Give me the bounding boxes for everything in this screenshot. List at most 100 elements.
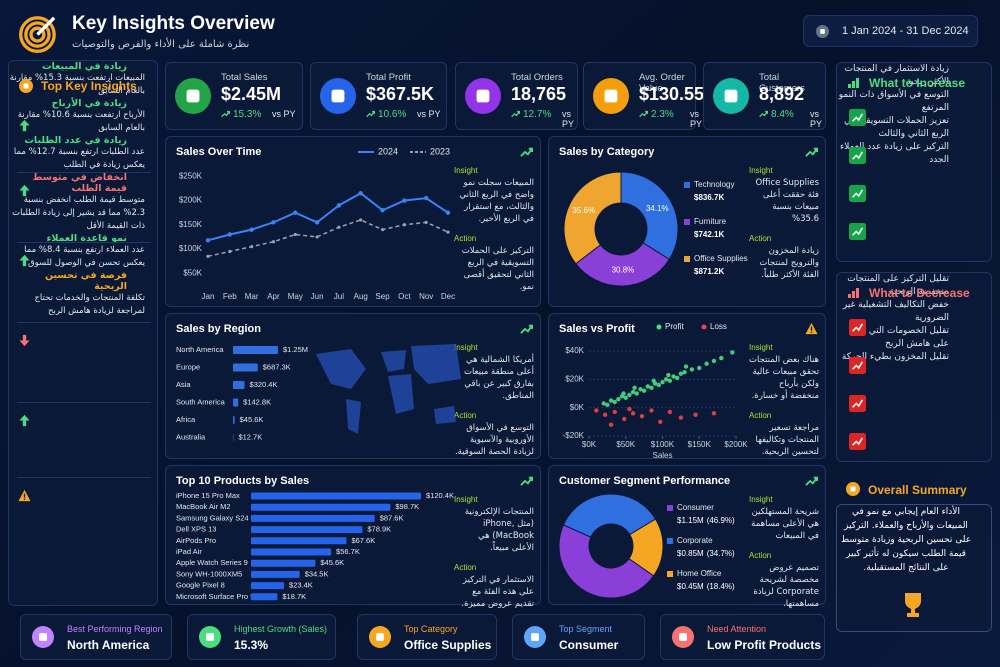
icon-shape bbox=[911, 607, 915, 613]
bar bbox=[233, 398, 239, 407]
legend-amount-value: $836.7K bbox=[694, 193, 724, 202]
recommendation: التركيز على زيادة عدد العملاء الجدد bbox=[840, 142, 949, 165]
insight-text: أمريكا الشمالية هي أعلى منطقة مبيعات بفا… bbox=[463, 355, 534, 401]
graphic bbox=[320, 78, 356, 114]
date-range: 1 Jan 2024 - 31 Dec 2024 bbox=[842, 25, 969, 37]
bar-category: Australia bbox=[176, 432, 206, 441]
insight-title: زيادة في المبيعات bbox=[42, 61, 127, 72]
recommendation: التوسع في الأسواق ذات النمو المرتفع bbox=[838, 90, 949, 113]
scatter-point bbox=[616, 396, 621, 402]
graphic: North America $1.25M Europe $687.3K Asia $320… bbox=[176, 344, 461, 442]
icon-shape bbox=[849, 319, 866, 336]
legend-swatch bbox=[667, 538, 673, 544]
bar-category: Google Pixel 8 bbox=[176, 581, 225, 590]
highlight-label: Need Attention bbox=[707, 624, 767, 634]
x-tick-label: $200K bbox=[724, 440, 748, 449]
chart-title: Customer Segment Performance bbox=[559, 475, 731, 487]
graphic bbox=[805, 322, 818, 335]
bar-value-label: $12.7K bbox=[238, 432, 262, 441]
recommendation: تقليل التركيز على المنتجات منخفضة الربحي… bbox=[847, 274, 949, 297]
insight-text: المنتجات الإلكترونية (مثل iPhone, MacBoo… bbox=[464, 507, 534, 553]
icon-shape bbox=[849, 223, 866, 240]
legend-swatch bbox=[684, 182, 690, 188]
icon-shape bbox=[36, 16, 56, 36]
chart-panel: Sales vs Profit Insight هناك بعض المنتجات … bbox=[548, 313, 826, 460]
x-tick-label: Nov bbox=[419, 292, 433, 301]
insight-block: Insight شريحة المستهلكين هي الأعلى مساهمة… bbox=[749, 494, 819, 610]
legend-amount-value: $871.2K bbox=[694, 267, 724, 276]
kpi-value: 8,892 bbox=[759, 84, 805, 104]
bar-value-label: $18.7K bbox=[282, 592, 306, 601]
graphic bbox=[524, 626, 546, 648]
graphic: $50K $100K $150K $200K $250K Jan Feb Mar Apr May J… bbox=[179, 146, 455, 301]
pie-slice bbox=[558, 524, 655, 599]
scatter-point bbox=[704, 361, 709, 366]
bar-category: Europe bbox=[176, 362, 200, 371]
separator bbox=[17, 242, 151, 243]
bar bbox=[251, 593, 278, 601]
scatter-point bbox=[667, 378, 673, 383]
line-point bbox=[293, 232, 297, 237]
legend-share: (34.7%) bbox=[707, 549, 735, 558]
graphic bbox=[849, 109, 866, 126]
graphic: -$20K$0K$20K$40K$0K $50K $100K $150K $200KSa… bbox=[563, 322, 749, 460]
line-point bbox=[337, 225, 341, 229]
recommendation: تعزيز الحملات التسويقية في الربع الثاني … bbox=[843, 116, 949, 139]
graphic: Consumer $1.15M (46.9%) Corporate $0.85M (34.… bbox=[558, 493, 735, 599]
insight-block: Insight المبيعات سجلت نمو واضح في الربع ا… bbox=[454, 165, 534, 293]
scatter-point bbox=[622, 416, 627, 422]
scatter-point bbox=[612, 409, 617, 415]
legend-amount: $0.85M (34.7%) bbox=[677, 549, 735, 558]
graphic bbox=[19, 334, 30, 347]
insight-title: زيادة في عدد الطلبات bbox=[24, 135, 127, 146]
x-tick-label: Jun bbox=[311, 292, 324, 301]
icon-shape bbox=[759, 110, 768, 118]
action-text: الاستثمار في التركيز على هذه الفئة مع تق… bbox=[461, 575, 534, 609]
bar-value-label: $687.3K bbox=[263, 362, 291, 371]
chart-panel: Customer Segment Performance Insight شريحة… bbox=[548, 465, 826, 609]
graphic bbox=[199, 626, 221, 648]
highlight-card: Need Attention Low Profit Products bbox=[660, 614, 825, 660]
y-tick-label: $50K bbox=[183, 268, 202, 277]
separator bbox=[17, 477, 151, 478]
separator bbox=[17, 322, 151, 323]
icon-shape bbox=[810, 326, 813, 331]
line-point bbox=[423, 195, 429, 201]
slice-label: 30.8% bbox=[612, 266, 635, 275]
action-label: Action bbox=[454, 563, 477, 572]
scatter-point bbox=[632, 385, 637, 391]
scatter-point bbox=[649, 408, 654, 413]
bar-value-label: $45.6K bbox=[240, 415, 264, 424]
bar bbox=[233, 416, 235, 424]
action-label: Action bbox=[749, 411, 772, 420]
kpi-comparison: vs PY bbox=[272, 109, 296, 119]
pie-slice bbox=[628, 518, 664, 577]
legend-swatch bbox=[684, 256, 690, 262]
scatter-point bbox=[623, 395, 628, 400]
line-point bbox=[445, 210, 451, 215]
legend-amount: $0.45M (18.4%) bbox=[677, 582, 735, 591]
insight-text: تكلفة المنتجات والخدمات تحتاج لمراجعة لز… bbox=[34, 293, 145, 316]
insight-text: هناك بعض المنتجات تحقق مبيعات عالية ولكن… bbox=[748, 355, 819, 401]
graphic bbox=[19, 16, 56, 53]
bar-category: Sony WH-1000XM5 bbox=[176, 569, 242, 578]
x-tick-label: Feb bbox=[223, 292, 237, 301]
kpi-card: Total Sales $2.45M 15.3% vs PY bbox=[165, 62, 303, 130]
icon-shape bbox=[331, 89, 345, 103]
icon-shape bbox=[476, 89, 490, 103]
scatter-point bbox=[594, 408, 599, 413]
map-region bbox=[316, 349, 366, 389]
icon-shape bbox=[24, 21, 51, 48]
x-tick-label: May bbox=[288, 292, 303, 301]
scatter-point bbox=[651, 378, 656, 383]
scatter-point bbox=[649, 385, 654, 391]
graphic bbox=[846, 482, 860, 496]
line-series bbox=[207, 219, 449, 258]
insight-block: Insight أمريكا الشمالية هي أعلى منطقة مبي… bbox=[454, 342, 534, 458]
recommendation: خفض التكاليف التشغيلية غير الضرورية bbox=[842, 300, 949, 323]
highlight-value: Office Supplies bbox=[404, 638, 492, 652]
icon-shape bbox=[679, 633, 687, 641]
kpi-card: Total Customers 8,892 8.4% vs PY bbox=[703, 62, 826, 130]
insight-label: Insight bbox=[749, 343, 773, 352]
line-point bbox=[446, 230, 450, 234]
